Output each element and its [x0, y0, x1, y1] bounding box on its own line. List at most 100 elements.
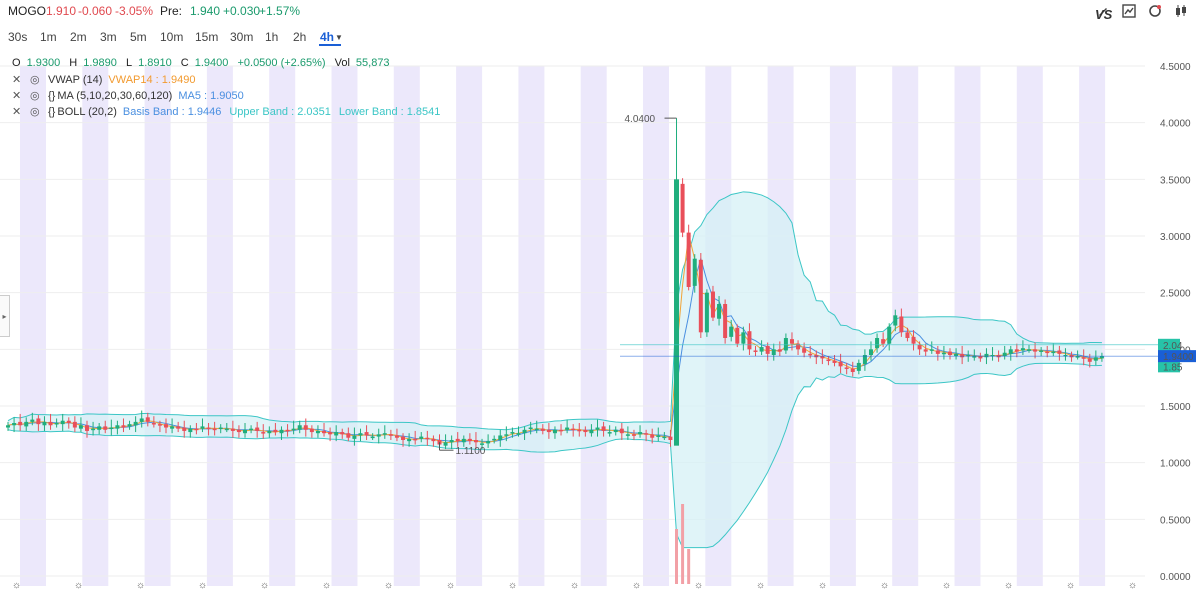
- indicator-row-boll: ✕ ◎ {} BOLL (20,2) Basis Band : 1.9446 U…: [12, 105, 441, 119]
- session-stripe: [20, 66, 46, 586]
- tf-2h[interactable]: 2h: [293, 30, 307, 44]
- candle-body: [893, 315, 898, 326]
- candle-body: [565, 427, 570, 430]
- settings-braces-icon[interactable]: {}: [48, 89, 56, 102]
- chart-type-icon[interactable]: [1121, 3, 1137, 19]
- symbol-label[interactable]: MOGO: [8, 4, 46, 18]
- candle-body: [759, 347, 764, 352]
- y-tick-label: 4.5000: [1160, 62, 1191, 73]
- y-tick-label: 3.0000: [1160, 232, 1191, 243]
- close-icon[interactable]: ✕: [12, 90, 22, 102]
- candle-body: [182, 427, 187, 431]
- candle-body: [1063, 355, 1068, 357]
- date-marker-icon: ☼: [1004, 580, 1013, 591]
- date-marker-icon: ☼: [1128, 580, 1137, 591]
- tf-3m[interactable]: 3m: [100, 30, 117, 44]
- vwap-name[interactable]: VWAP (14): [48, 73, 103, 86]
- y-tick-label: 3.5000: [1160, 175, 1191, 186]
- candle-body: [680, 183, 685, 233]
- session-stripe: [269, 66, 296, 586]
- eye-icon[interactable]: ◎: [30, 74, 40, 86]
- vwap-value: VWAP14 : 1.9490: [108, 73, 196, 86]
- candle-body: [765, 345, 770, 354]
- candle-body: [285, 429, 290, 432]
- candle-body: [1033, 349, 1038, 352]
- candle-body: [704, 292, 709, 333]
- header-bar: MOGO 1.910 -0.060 -3.05% Pre: 1.940 +0.0…: [0, 0, 1199, 22]
- tf-1m[interactable]: 1m: [40, 30, 57, 44]
- session-stripe: [144, 66, 171, 586]
- candle-body: [1020, 348, 1025, 351]
- candle-body: [151, 423, 156, 425]
- candle-body: [850, 368, 855, 372]
- candle-body: [176, 426, 181, 429]
- tf-15m[interactable]: 15m: [195, 30, 219, 44]
- candle-body: [467, 438, 472, 442]
- candle-body: [139, 418, 144, 422]
- candle-body: [601, 426, 606, 431]
- candle-body: [668, 436, 673, 440]
- tf-2m[interactable]: 2m: [70, 30, 87, 44]
- candle-body: [862, 355, 867, 365]
- candle-body: [36, 418, 41, 425]
- candle-body: [97, 426, 102, 430]
- candle-body: [109, 427, 114, 430]
- indicator-icon[interactable]: [1147, 3, 1163, 19]
- candle-body: [589, 429, 594, 434]
- tf-30m[interactable]: 30m: [230, 30, 254, 44]
- collapse-handle[interactable]: ▸: [0, 295, 10, 337]
- tf-4h[interactable]: 4h: [320, 30, 335, 44]
- date-marker-icon: ☼: [880, 580, 889, 591]
- settings-braces-icon[interactable]: {}: [48, 105, 56, 118]
- y-tick-label: 4.0000: [1160, 119, 1191, 130]
- premarket-price: 1.940: [190, 4, 221, 18]
- candle-body: [364, 432, 369, 436]
- boll-name[interactable]: BOLL (20,2): [57, 105, 117, 118]
- upper-price-tag-bg: [1158, 338, 1180, 351]
- candle-body: [947, 351, 952, 355]
- tf-10m[interactable]: 10m: [160, 30, 184, 44]
- ma-name[interactable]: MA (5,10,20,30,60,120): [57, 89, 173, 102]
- candle-body: [224, 428, 229, 431]
- candle-body: [990, 355, 995, 357]
- candle-body: [30, 419, 35, 422]
- candlestick-icon[interactable]: [1173, 3, 1189, 19]
- y-tick-label: 0.0000: [1160, 572, 1191, 583]
- candle-body: [1051, 351, 1056, 354]
- tf-30s[interactable]: 30s: [8, 30, 28, 44]
- pencil-icon[interactable]: [1095, 3, 1111, 19]
- candle-body: [650, 434, 655, 438]
- eye-icon[interactable]: ◎: [30, 90, 40, 102]
- tf-5m[interactable]: 5m: [130, 30, 147, 44]
- last-price: 1.910: [46, 4, 77, 18]
- close-value: 1.9400: [194, 57, 229, 69]
- candle-body: [960, 353, 965, 358]
- candle-body: [358, 433, 363, 436]
- tf-dropdown-icon[interactable]: ▼: [335, 33, 343, 42]
- candle-body: [662, 436, 667, 439]
- date-marker-icon: ☼: [1066, 580, 1075, 591]
- boll-lower: Lower Band : 1.8541: [338, 105, 441, 118]
- candle-body: [595, 427, 600, 430]
- candle-body: [954, 353, 959, 357]
- candle-body: [133, 421, 138, 426]
- candle-body: [534, 428, 539, 431]
- ohlc-readout: O 1.9300 H 1.9890 L 1.8910 C 1.9400 +0.0500 …: [12, 57, 396, 69]
- indicator-row-vwap: ✕ ◎ VWAP (14) VWAP14 : 1.9490: [12, 73, 196, 87]
- candle-body: [42, 421, 47, 426]
- candle-body: [613, 429, 618, 433]
- date-marker-icon: ☼: [508, 580, 517, 591]
- candle-body: [206, 427, 211, 430]
- tf-1h[interactable]: 1h: [265, 30, 279, 44]
- eye-icon[interactable]: ◎: [30, 106, 40, 118]
- candle-body: [218, 427, 223, 430]
- active-tab-underline: [319, 44, 341, 46]
- candle-body: [267, 430, 272, 434]
- candle-body: [1002, 352, 1007, 357]
- candle-body: [346, 433, 351, 438]
- close-icon[interactable]: ✕: [12, 74, 22, 86]
- price-change: -0.060: [78, 4, 113, 18]
- close-icon[interactable]: ✕: [12, 106, 22, 118]
- candle-body: [78, 425, 83, 429]
